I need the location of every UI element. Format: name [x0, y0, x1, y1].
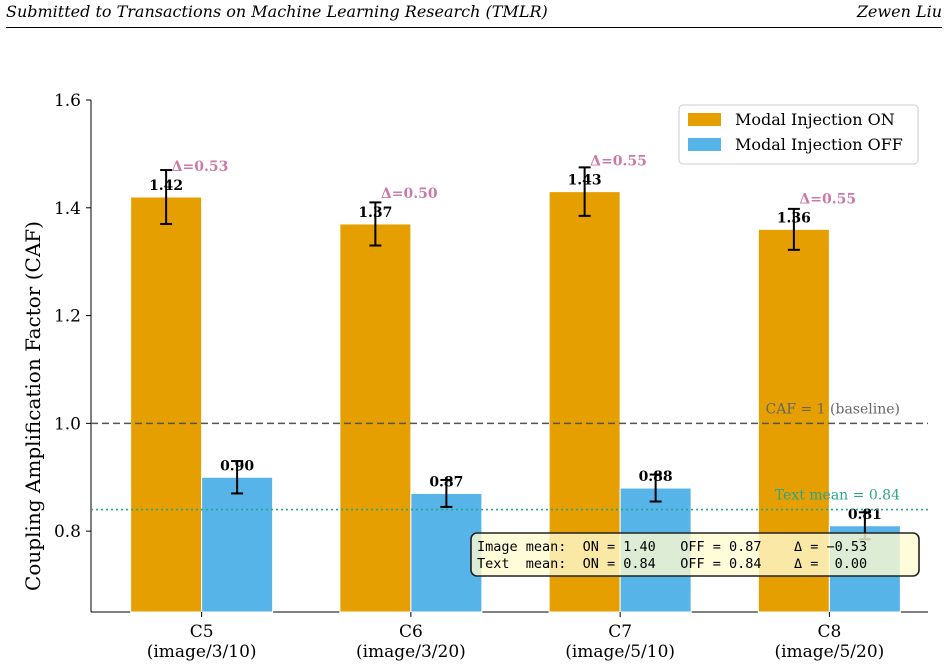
x-tick-label: C8 — [817, 622, 841, 642]
x-tick-sublabel: (image/5/10) — [565, 642, 675, 662]
x-tick-sublabel: (image/3/10) — [147, 642, 257, 662]
x-tick-label: C6 — [399, 622, 423, 642]
bar-value-label: 1.43 — [568, 173, 602, 189]
running-header-left: Submitted to Transactions on Machine Lea… — [6, 2, 548, 21]
bar-value-label: 0.88 — [639, 469, 673, 485]
bar — [130, 196, 203, 613]
legend-box — [678, 104, 919, 165]
y-axis-label: Coupling Amplification Factor (CAF) — [21, 221, 45, 591]
y-tick-label: 1.4 — [54, 199, 81, 219]
x-tick-sublabel: (image/5/20) — [774, 642, 884, 662]
stats-box — [470, 532, 920, 577]
bar-value-label: 1.42 — [149, 178, 183, 194]
y-tick-label: 1.0 — [54, 414, 81, 434]
bar-value-label: 0.87 — [429, 474, 463, 490]
x-tick-label: C7 — [608, 622, 632, 642]
bar — [339, 223, 412, 613]
bar — [201, 476, 274, 613]
legend-swatch — [688, 113, 721, 126]
legend-label: Modal Injection OFF — [735, 135, 903, 154]
legend-label: Modal Injection ON — [735, 110, 895, 129]
reference-line-label: Text mean = 0.84 — [775, 488, 900, 504]
bar-value-label: 1.36 — [777, 210, 811, 226]
running-header-right: Zewen Liu — [856, 2, 942, 21]
delta-label: Δ=0.55 — [799, 191, 856, 207]
x-tick-label: C5 — [190, 622, 214, 642]
delta-label: Δ=0.53 — [172, 159, 229, 175]
bar-value-label: 0.81 — [848, 507, 882, 523]
x-tick-sublabel: (image/3/20) — [356, 642, 466, 662]
y-tick-label: 1.6 — [54, 91, 81, 111]
stats-box-line: Image mean: ON = 1.40 OFF = 0.87 Δ = −0.… — [477, 539, 867, 555]
y-tick-label: 0.8 — [54, 522, 81, 542]
bar-value-label: 0.90 — [220, 458, 254, 474]
reference-line-label: CAF = 1 (baseline) — [766, 401, 900, 417]
y-tick-label: 1.2 — [54, 307, 81, 327]
delta-label: Δ=0.50 — [381, 186, 438, 202]
header-rule — [6, 27, 942, 28]
bar-value-label: 1.37 — [358, 205, 392, 221]
delta-label: Δ=0.55 — [590, 154, 647, 170]
legend-swatch — [688, 138, 721, 151]
stats-box-line: Text mean: ON = 0.84 OFF = 0.84 Δ = 0.00 — [477, 556, 867, 572]
